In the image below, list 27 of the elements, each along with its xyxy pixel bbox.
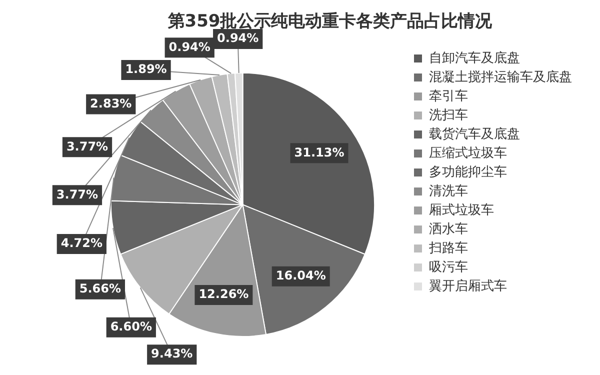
data-label: 3.77% xyxy=(66,139,108,154)
legend-label: 清洗车 xyxy=(429,184,468,199)
legend-label: 扫路车 xyxy=(428,240,468,256)
data-label: 2.83% xyxy=(90,96,132,110)
legend-label: 洒水车 xyxy=(429,222,468,237)
data-label: 4.72% xyxy=(60,236,102,250)
legend-label: 混凝土搅拌运输车及底盘 xyxy=(429,70,572,85)
data-label: 16.04% xyxy=(276,268,326,282)
data-label: 6.60% xyxy=(110,319,152,334)
legend-label: 翼开启厢式车 xyxy=(429,278,507,294)
legend-label: 牵引车 xyxy=(429,88,468,104)
data-label: 0.94% xyxy=(168,40,210,54)
legend-label: 厢式垃圾车 xyxy=(429,202,494,218)
legend-label: 自卸汽车及底盘 xyxy=(429,50,520,66)
legend-label: 洗扫车 xyxy=(429,108,468,123)
legend-label: 吸污车 xyxy=(429,260,468,275)
data-label: 9.43% xyxy=(151,346,193,361)
data-label: 0.94% xyxy=(217,31,259,46)
chart-title: 第359批公示纯电动重卡各类产品占比情况 xyxy=(166,12,494,32)
legend-label: 多功能抑尘车 xyxy=(429,164,507,180)
legend-label: 载货汽车及底盘 xyxy=(429,126,520,142)
data-label: 3.77% xyxy=(56,187,98,202)
data-label: 5.66% xyxy=(79,281,121,296)
data-label: 12.26% xyxy=(198,287,249,302)
data-label: 1.89% xyxy=(125,62,167,76)
data-label: 31.13% xyxy=(294,145,344,160)
legend-label: 压缩式垃圾车 xyxy=(429,146,507,161)
